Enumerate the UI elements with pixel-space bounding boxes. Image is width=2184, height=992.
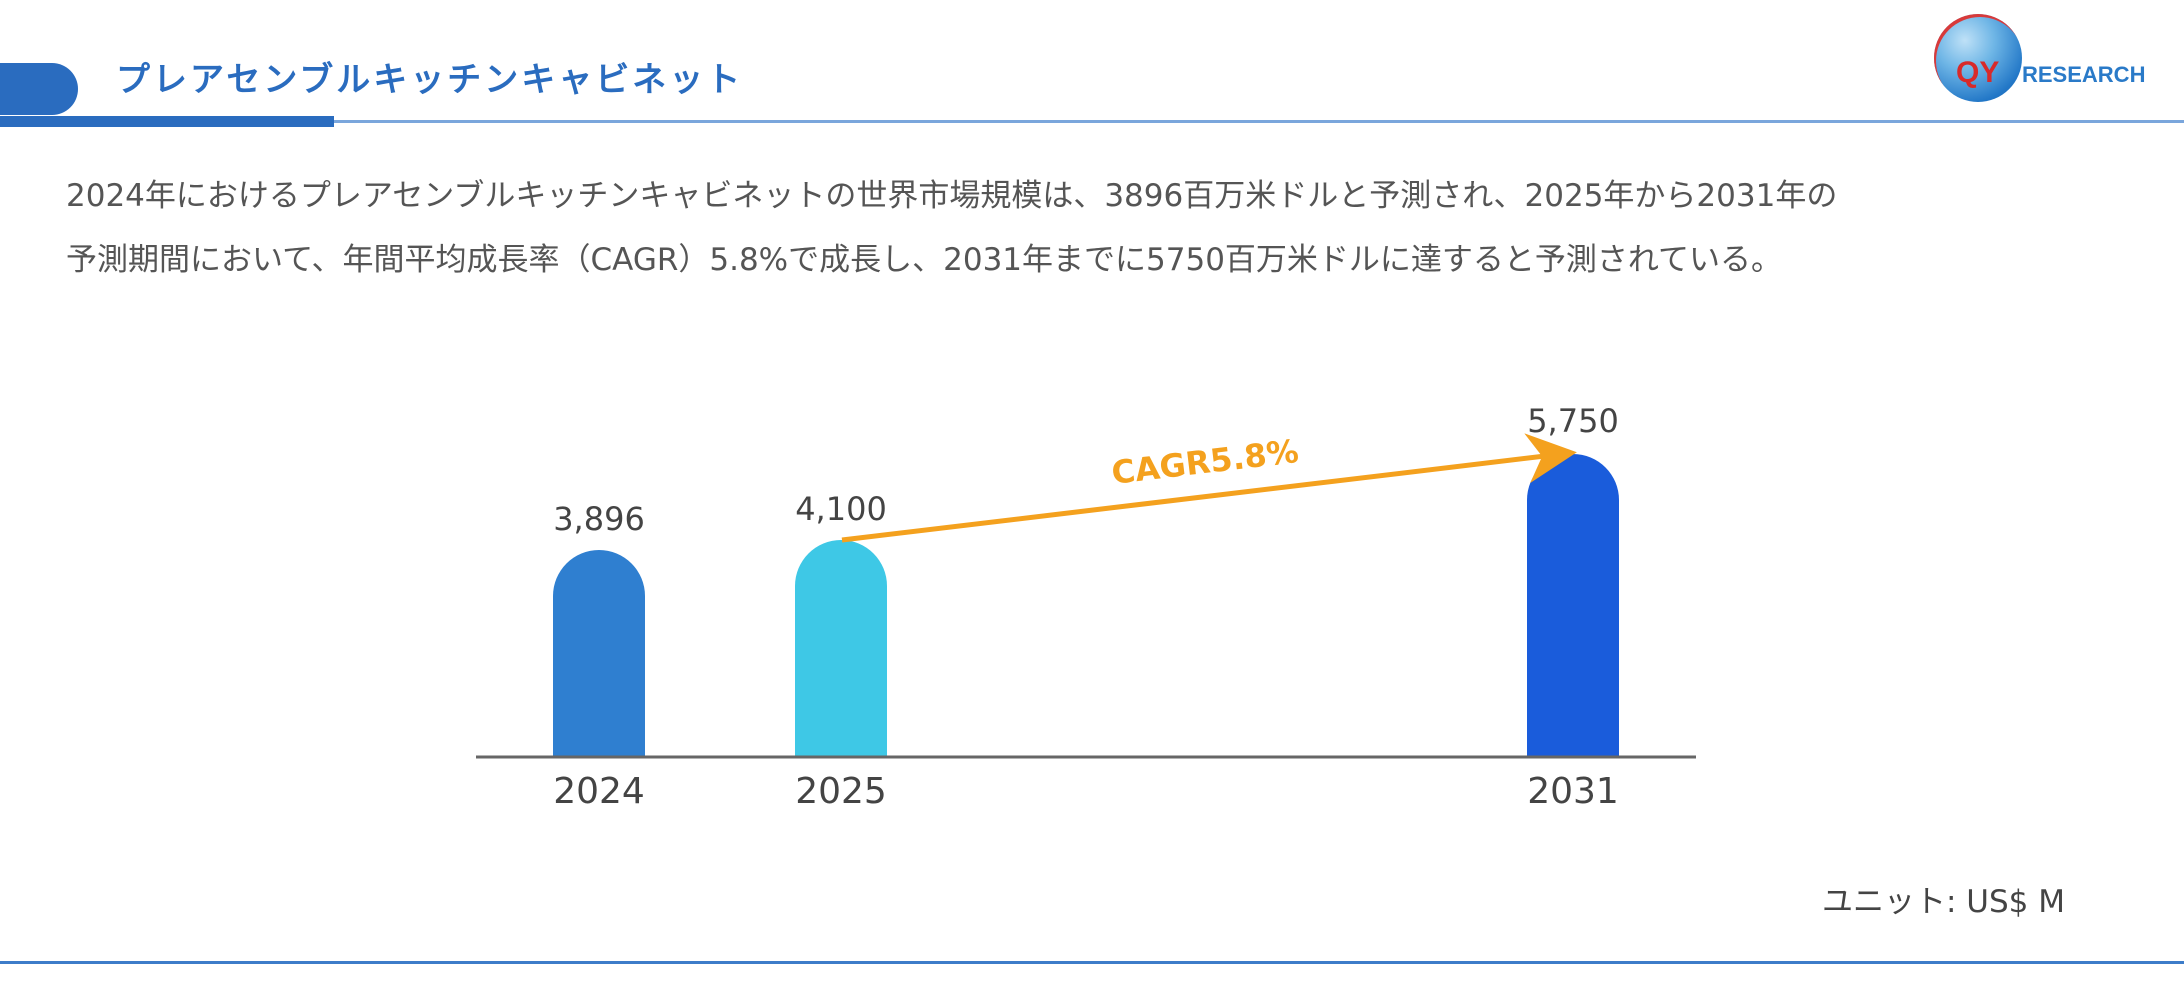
bar-2031 [1527,454,1619,757]
unit-label: ユニット: US$ M [1822,884,2065,920]
header-underline-thick [0,116,334,127]
header-tab [0,63,78,115]
value-label-2024: 3,896 [553,500,645,538]
value-label-2025: 4,100 [795,490,887,528]
logo-mark: QY [1956,56,2000,89]
qyresearch-logo: QY RESEARCH [1934,14,2145,104]
bar-2024 [553,550,645,757]
cagr-arrow [841,433,1577,543]
summary-line-2: 予測期間において、年間平均成長率（CAGR）5.8%で成長し、2031年までに5… [66,242,1782,278]
cagr-label: CAGR5.8% [1109,432,1300,492]
summary-line-1: 2024年におけるプレアセンブルキッチンキャビネットの世界市場規模は、3896百… [66,178,1838,214]
bar-2025 [795,540,887,757]
axis-label-2024: 2024 [553,771,645,812]
globe-icon [1934,14,2022,102]
logo-text: RESEARCH [2022,62,2146,87]
axis-label-2031: 2031 [1527,771,1619,812]
header-underline-thin [334,120,2184,123]
value-label-2031: 5,750 [1527,402,1619,440]
page-title: プレアセンブルキッチンキャビネット [116,60,744,100]
axis-label-2025: 2025 [795,771,887,812]
footer-divider [0,961,2184,964]
market-summary: 2024年におけるプレアセンブルキッチンキャビネットの世界市場規模は、3896百… [66,164,2136,292]
